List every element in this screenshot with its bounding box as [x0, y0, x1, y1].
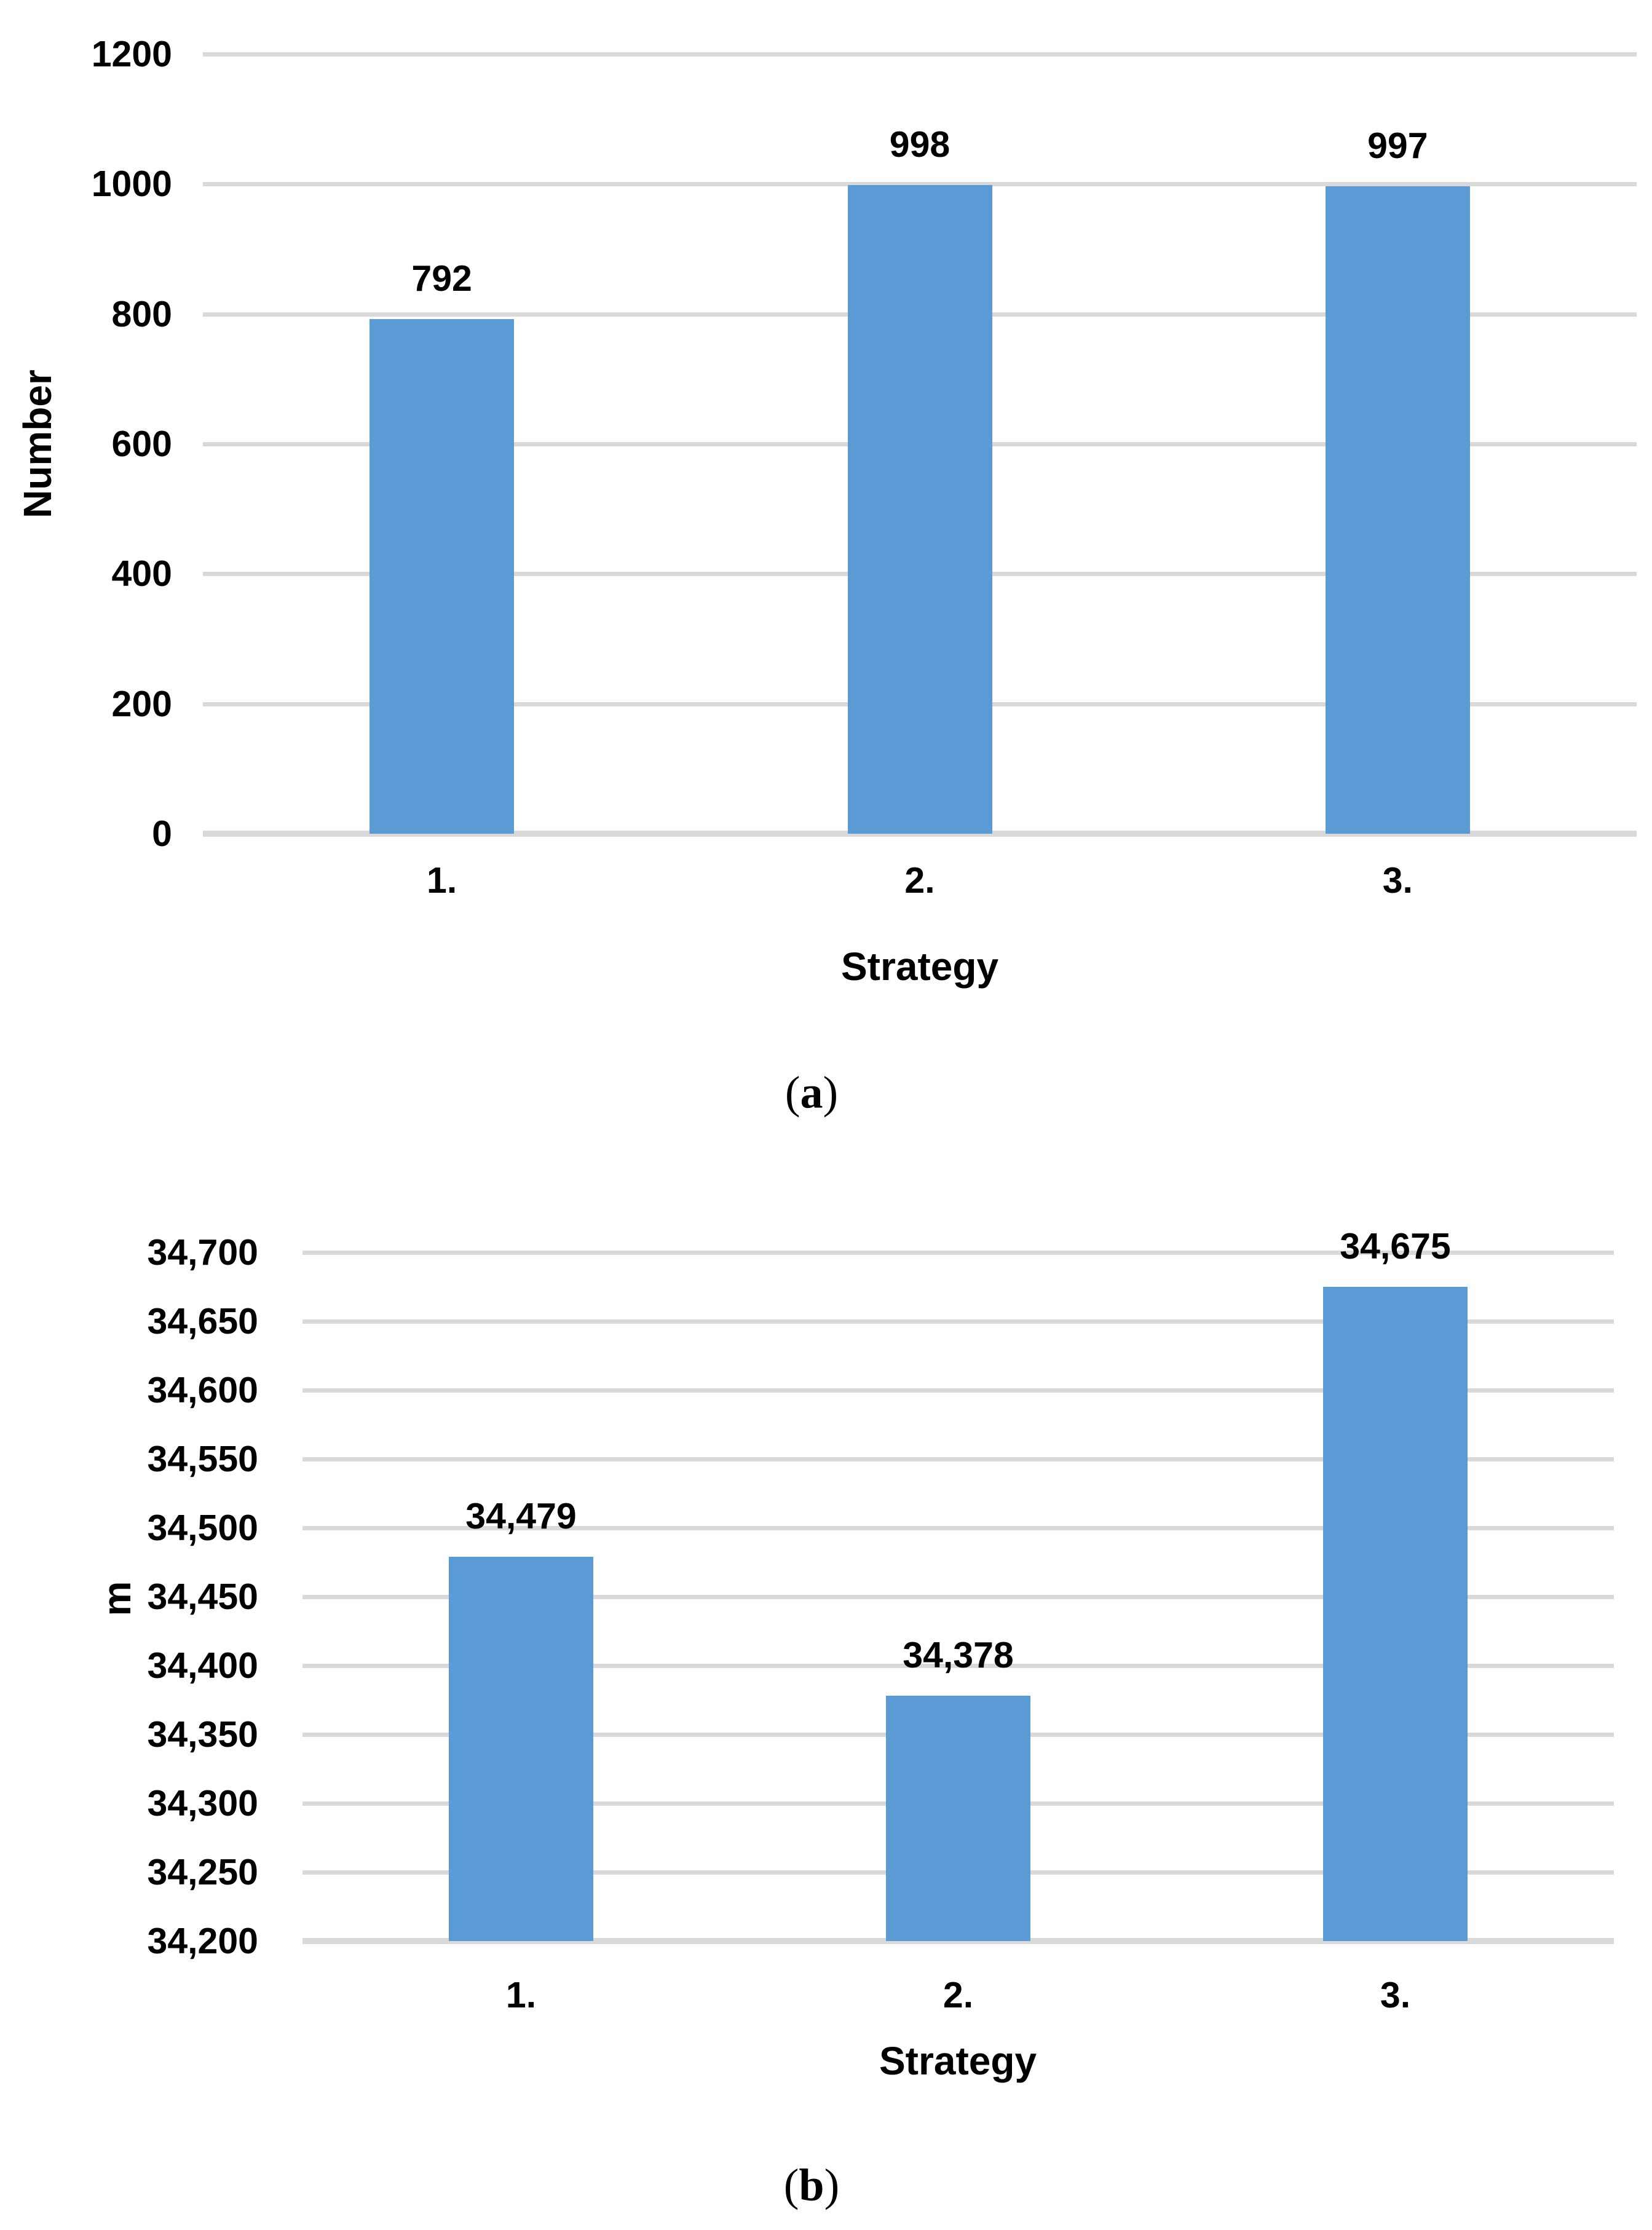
y-tick-label: 34,350 — [147, 1714, 258, 1755]
y-gridline — [203, 442, 1637, 446]
y-gridline — [302, 1870, 1614, 1875]
x-tick-label: 1. — [505, 1975, 537, 2015]
y-gridline — [302, 1801, 1614, 1806]
bar-strategy-2 — [886, 1696, 1030, 1941]
chart-b-caption: (b) — [784, 2160, 839, 2212]
y-tick-label: 34,200 — [147, 1921, 258, 1961]
y-gridline — [203, 702, 1637, 706]
x-tick-label: 1. — [427, 860, 457, 901]
bar-strategy-2 — [847, 185, 992, 834]
y-gridline — [302, 1664, 1614, 1668]
y-tick-label: 34,700 — [147, 1232, 258, 1273]
chart-a-y-axis-title: Number — [15, 370, 60, 518]
y-gridline — [302, 1319, 1614, 1324]
y-gridline — [302, 1526, 1614, 1530]
y-tick-label: 600 — [111, 424, 172, 464]
y-tick-label: 800 — [111, 293, 172, 334]
y-tick-label: 0 — [152, 813, 172, 854]
chart-b-caption-open-paren: ( — [783, 2160, 799, 2211]
y-tick-label: 34,650 — [147, 1301, 258, 1342]
chart-a-x-axis-title: Strategy — [840, 944, 999, 989]
chart-b-caption-letter: b — [799, 2160, 824, 2211]
chart-b-y-axis-title: m — [95, 1581, 139, 1616]
y-tick-label: 400 — [111, 553, 172, 595]
x-axis-baseline — [203, 831, 1637, 837]
x-tick-label: 2. — [943, 1975, 974, 2015]
bar-strategy-3 — [1323, 1287, 1468, 1941]
y-tick-label: 34,250 — [147, 1852, 258, 1892]
bar-strategy-3 — [1325, 186, 1470, 834]
x-tick-label: 3. — [1380, 1975, 1411, 2015]
y-tick-label: 34,450 — [147, 1576, 258, 1617]
bar-value-label: 34,675 — [1340, 1226, 1451, 1267]
y-gridline — [302, 1595, 1614, 1599]
x-tick-label: 2. — [904, 860, 935, 901]
chart-b-caption-close-paren: ) — [824, 2160, 840, 2211]
y-gridline — [203, 572, 1637, 577]
y-gridline — [302, 1388, 1614, 1393]
y-tick-label: 34,550 — [147, 1439, 258, 1479]
y-gridline — [302, 1251, 1614, 1255]
bar-value-label: 792 — [411, 258, 472, 299]
chart-b-x-axis-title: Strategy — [879, 2039, 1037, 2083]
y-gridline — [203, 312, 1637, 317]
chart-a-caption-close-paren: ) — [823, 1067, 839, 1118]
x-axis-baseline — [302, 1938, 1614, 1944]
y-tick-label: 1000 — [91, 164, 172, 205]
bar-strategy-1 — [449, 1557, 593, 1941]
bar-value-label: 34,479 — [465, 1496, 577, 1537]
y-tick-label: 200 — [111, 683, 172, 724]
y-tick-label: 34,500 — [147, 1508, 258, 1548]
bar-value-label: 998 — [889, 124, 950, 165]
y-gridline — [203, 52, 1637, 57]
chart-a-caption-open-paren: ( — [785, 1067, 800, 1118]
y-tick-label: 34,400 — [147, 1645, 258, 1686]
y-tick-label: 34,300 — [147, 1783, 258, 1824]
chart-a-caption: (a) — [785, 1067, 838, 1120]
x-tick-label: 3. — [1382, 860, 1413, 901]
y-gridline — [203, 182, 1637, 187]
bar-value-label: 997 — [1367, 125, 1428, 166]
bar-value-label: 34,378 — [903, 1635, 1014, 1676]
y-gridline — [302, 1457, 1614, 1461]
chart-a-caption-letter: a — [800, 1067, 823, 1118]
y-tick-label: 34,600 — [147, 1370, 258, 1410]
y-gridline — [302, 1733, 1614, 1737]
y-tick-label: 1200 — [91, 34, 172, 74]
bar-strategy-1 — [370, 319, 515, 834]
